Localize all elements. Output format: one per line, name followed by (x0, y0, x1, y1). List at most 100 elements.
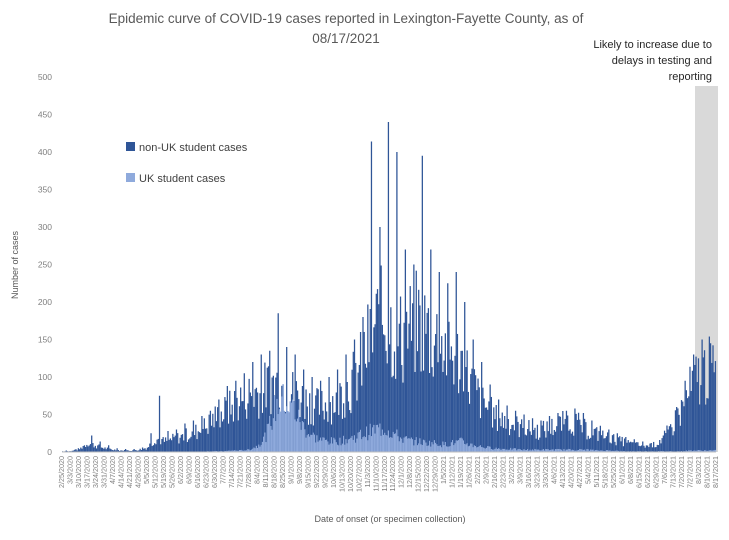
bar-non-uk (464, 302, 465, 452)
bar-non-uk (676, 407, 677, 452)
bar-uk (427, 446, 428, 452)
bar-non-uk (362, 317, 363, 452)
bar-non-uk (571, 434, 572, 452)
bar-uk (399, 441, 400, 452)
bar-non-uk (600, 426, 601, 452)
bar-non-uk (242, 401, 243, 452)
bar-uk (322, 437, 323, 452)
bar-uk (473, 447, 474, 452)
bar-uk (425, 443, 426, 452)
bar-uk (419, 438, 420, 452)
bar-non-uk (328, 377, 329, 452)
bar-non-uk (525, 435, 526, 452)
bar-non-uk (89, 445, 90, 452)
bar-non-uk (527, 429, 528, 452)
bar-non-uk (435, 334, 436, 452)
bar-uk (333, 438, 334, 452)
bar-non-uk (712, 345, 713, 452)
bar-non-uk (550, 434, 551, 452)
bar-uk (468, 446, 469, 452)
bar-non-uk (178, 443, 179, 452)
bar-non-uk (654, 447, 655, 452)
bar-uk (301, 430, 302, 452)
bar-uk (423, 440, 424, 452)
bar-uk (332, 444, 333, 452)
bar-non-uk (689, 367, 690, 452)
bar-non-uk (619, 436, 620, 452)
bar-non-uk (688, 396, 689, 452)
bar-non-uk (672, 435, 673, 452)
bar-non-uk (406, 312, 407, 452)
bar-uk (253, 448, 254, 452)
bar-non-uk (371, 142, 372, 453)
bar-uk (483, 448, 484, 452)
bar-non-uk (410, 286, 411, 452)
bar-non-uk (578, 413, 579, 452)
bar-non-uk (101, 448, 102, 452)
bar-uk (326, 440, 327, 452)
bar-non-uk (247, 403, 248, 452)
bar-non-uk (457, 334, 458, 452)
bar-uk (351, 436, 352, 452)
bar-non-uk (594, 429, 595, 452)
bar-non-uk (444, 361, 445, 452)
bar-uk (293, 401, 294, 452)
bar-non-uk (147, 448, 148, 452)
bar-non-uk (238, 420, 239, 452)
bar-non-uk (509, 435, 510, 452)
bar-non-uk (659, 440, 660, 452)
bar-non-uk (92, 443, 93, 452)
bar-uk (394, 434, 395, 452)
bar-uk (384, 433, 385, 452)
bar-uk (362, 437, 363, 452)
bar-non-uk (150, 433, 151, 452)
bar-non-uk (638, 446, 639, 452)
bar-non-uk (420, 371, 421, 452)
bar-non-uk (417, 351, 418, 452)
bar-non-uk (624, 439, 625, 452)
bar-non-uk (186, 428, 187, 452)
bar-non-uk (87, 446, 88, 452)
bar-non-uk (152, 446, 153, 452)
bar-uk (371, 436, 372, 452)
bar-uk (469, 446, 470, 452)
bar-non-uk (617, 433, 618, 452)
bar-non-uk (434, 346, 435, 452)
bar-non-uk (641, 445, 642, 452)
bar-uk (387, 435, 388, 452)
bar-uk (475, 446, 476, 452)
bar-non-uk (235, 381, 236, 452)
bar-non-uk (207, 434, 208, 452)
bar-non-uk (532, 418, 533, 452)
bar-uk (347, 443, 348, 452)
bar-uk (296, 421, 297, 452)
bar-non-uk (592, 435, 593, 452)
bar-non-uk (620, 441, 621, 452)
bar-non-uk (660, 443, 661, 452)
bar-non-uk (413, 265, 414, 453)
bar-uk (360, 430, 361, 452)
bar-uk (439, 446, 440, 452)
chart-title-line-1: Epidemic curve of COVID-19 cases reporte… (109, 11, 584, 26)
bar-uk (388, 430, 389, 452)
bar-non-uk (533, 430, 534, 452)
bar-uk (280, 412, 281, 452)
bar-non-uk (108, 445, 109, 452)
bar-uk (482, 447, 483, 452)
bar-uk (373, 425, 374, 452)
bar-non-uk (554, 430, 555, 452)
bar-non-uk (663, 436, 664, 453)
bar-non-uk (675, 410, 676, 452)
bar-non-uk (173, 437, 174, 452)
bar-non-uk (169, 440, 170, 452)
bar-non-uk (216, 421, 217, 452)
bar-non-uk (694, 365, 695, 452)
bar-uk (464, 444, 465, 452)
bar-uk (428, 445, 429, 452)
bar-non-uk (651, 443, 652, 452)
bar-uk (370, 424, 371, 452)
bar-uk (298, 410, 299, 452)
bar-non-uk (250, 392, 251, 452)
bar-non-uk (353, 352, 354, 452)
bar-uk (261, 445, 262, 452)
